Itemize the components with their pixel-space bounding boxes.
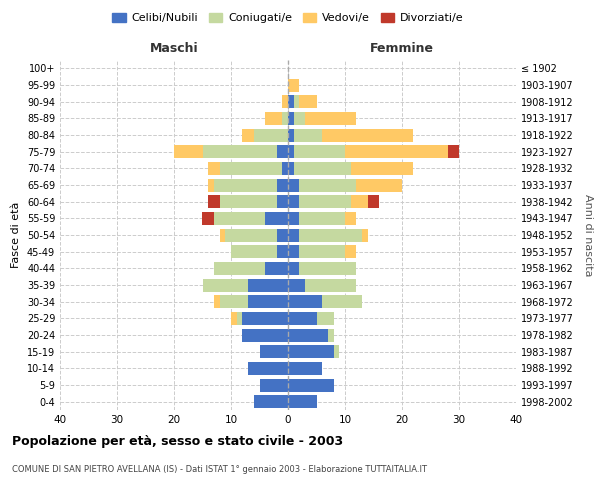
Bar — [254, 395, 288, 408]
Bar — [265, 262, 288, 275]
Bar — [288, 212, 299, 225]
Bar — [299, 195, 350, 208]
Bar — [277, 228, 288, 241]
Bar — [305, 112, 356, 125]
Bar — [288, 162, 294, 175]
Bar — [288, 95, 294, 108]
Bar — [317, 312, 334, 325]
Bar — [277, 178, 288, 192]
Bar — [226, 228, 277, 241]
Bar — [283, 112, 288, 125]
Bar — [260, 378, 288, 392]
Bar — [288, 395, 317, 408]
Bar — [368, 195, 379, 208]
Bar — [356, 178, 402, 192]
Y-axis label: Fasce di età: Fasce di età — [11, 202, 21, 268]
Bar — [288, 345, 334, 358]
Bar — [345, 212, 356, 225]
Bar — [203, 278, 248, 291]
Bar — [208, 162, 220, 175]
Bar — [265, 212, 288, 225]
Bar — [214, 212, 265, 225]
Bar — [231, 312, 236, 325]
Bar — [231, 245, 277, 258]
Bar — [237, 312, 242, 325]
Legend: Celibi/Nubili, Coniugati/e, Vedovi/e, Divorziati/e: Celibi/Nubili, Coniugati/e, Vedovi/e, Di… — [108, 8, 468, 28]
Bar — [242, 312, 288, 325]
Bar — [294, 112, 305, 125]
Bar — [208, 178, 214, 192]
Bar — [288, 312, 317, 325]
Bar — [203, 145, 277, 158]
Bar — [288, 278, 305, 291]
Bar — [260, 345, 288, 358]
Bar — [254, 128, 288, 141]
Bar — [322, 295, 362, 308]
Bar — [208, 195, 220, 208]
Bar — [322, 128, 413, 141]
Text: COMUNE DI SAN PIETRO AVELLANA (IS) - Dati ISTAT 1° gennaio 2003 - Elaborazione T: COMUNE DI SAN PIETRO AVELLANA (IS) - Dat… — [12, 465, 427, 474]
Bar — [299, 95, 317, 108]
Bar — [328, 328, 334, 342]
Bar — [242, 328, 288, 342]
Bar — [288, 245, 299, 258]
Bar — [350, 195, 368, 208]
Bar — [214, 178, 277, 192]
Y-axis label: Anni di nascita: Anni di nascita — [583, 194, 593, 276]
Text: Maschi: Maschi — [149, 42, 199, 55]
Bar — [265, 112, 283, 125]
Bar — [174, 145, 203, 158]
Text: Popolazione per età, sesso e stato civile - 2003: Popolazione per età, sesso e stato civil… — [12, 435, 343, 448]
Bar — [294, 95, 299, 108]
Bar — [283, 95, 288, 108]
Bar — [288, 228, 299, 241]
Bar — [277, 145, 288, 158]
Bar — [277, 245, 288, 258]
Bar — [448, 145, 459, 158]
Bar — [299, 245, 345, 258]
Bar — [242, 128, 254, 141]
Bar — [220, 162, 283, 175]
Bar — [345, 245, 356, 258]
Bar — [202, 212, 214, 225]
Bar — [248, 362, 288, 375]
Bar — [283, 162, 288, 175]
Bar — [288, 378, 334, 392]
Bar — [299, 178, 356, 192]
Bar — [288, 112, 294, 125]
Bar — [334, 345, 340, 358]
Bar — [248, 278, 288, 291]
Bar — [288, 362, 322, 375]
Bar — [345, 145, 448, 158]
Bar — [288, 295, 322, 308]
Bar — [288, 262, 299, 275]
Bar — [288, 328, 328, 342]
Bar — [220, 295, 248, 308]
Bar — [214, 262, 265, 275]
Bar — [362, 228, 368, 241]
Bar — [288, 145, 294, 158]
Bar — [248, 295, 288, 308]
Bar — [294, 162, 350, 175]
Bar — [220, 228, 226, 241]
Bar — [288, 195, 299, 208]
Bar — [299, 262, 356, 275]
Bar — [294, 128, 322, 141]
Bar — [288, 128, 294, 141]
Bar — [350, 162, 413, 175]
Bar — [299, 212, 345, 225]
Text: Femmine: Femmine — [370, 42, 434, 55]
Bar — [288, 78, 299, 92]
Bar — [214, 295, 220, 308]
Bar — [299, 228, 362, 241]
Bar — [294, 145, 345, 158]
Bar — [220, 195, 277, 208]
Bar — [288, 178, 299, 192]
Bar — [277, 195, 288, 208]
Bar — [305, 278, 356, 291]
